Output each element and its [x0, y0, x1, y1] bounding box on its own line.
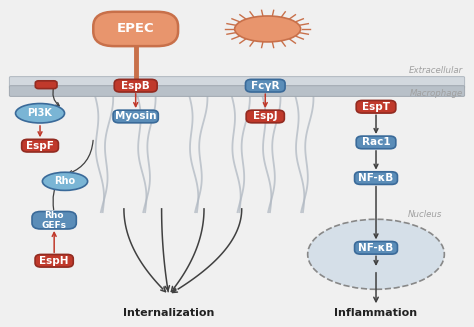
Text: EspB: EspB	[121, 81, 150, 91]
FancyBboxPatch shape	[355, 172, 398, 184]
Text: EspT: EspT	[362, 102, 390, 112]
FancyBboxPatch shape	[246, 79, 285, 92]
Text: Rac1: Rac1	[362, 137, 390, 147]
Text: Nucleus: Nucleus	[408, 210, 442, 219]
Text: EspJ: EspJ	[253, 112, 278, 122]
FancyBboxPatch shape	[356, 100, 396, 113]
Ellipse shape	[42, 172, 88, 190]
Text: NF-κB: NF-κB	[358, 173, 393, 183]
FancyBboxPatch shape	[22, 139, 58, 152]
FancyBboxPatch shape	[35, 254, 73, 267]
Text: FcγR: FcγR	[251, 81, 280, 91]
FancyBboxPatch shape	[9, 86, 465, 96]
Text: Myosin: Myosin	[115, 112, 156, 122]
FancyBboxPatch shape	[246, 110, 284, 123]
FancyBboxPatch shape	[355, 241, 398, 254]
Text: EspH: EspH	[39, 256, 69, 266]
Ellipse shape	[308, 219, 444, 289]
Text: NF-κB: NF-κB	[358, 243, 393, 253]
FancyBboxPatch shape	[36, 81, 57, 89]
Text: Inflammation: Inflammation	[335, 308, 418, 318]
FancyBboxPatch shape	[93, 12, 178, 46]
Text: Macrophage: Macrophage	[410, 89, 463, 98]
FancyBboxPatch shape	[113, 110, 158, 123]
Text: EspF: EspF	[26, 141, 54, 151]
Text: Internalization: Internalization	[123, 308, 214, 318]
Text: Rho: Rho	[55, 176, 75, 186]
Text: Rho
GEFs: Rho GEFs	[42, 211, 67, 230]
Ellipse shape	[235, 16, 301, 42]
FancyBboxPatch shape	[114, 79, 157, 92]
FancyBboxPatch shape	[9, 77, 465, 88]
FancyBboxPatch shape	[32, 212, 76, 229]
Ellipse shape	[16, 104, 64, 123]
Text: PI3K: PI3K	[27, 108, 53, 118]
Text: EPEC: EPEC	[117, 23, 155, 35]
FancyBboxPatch shape	[356, 136, 396, 149]
Text: Extracellular: Extracellular	[409, 66, 463, 75]
